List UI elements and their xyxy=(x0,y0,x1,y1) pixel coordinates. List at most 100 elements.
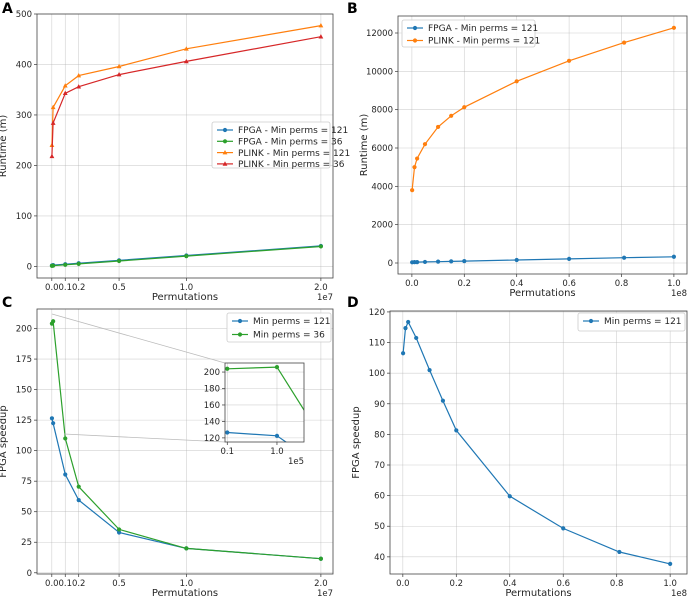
panel-c-inset-y-tick-label: 140 xyxy=(204,417,220,427)
panel-a: A 0.0 0.1 0.2 0.5 1.0 2.0 0 100 200 300 400 500 1e7 Pe… xyxy=(0,1,350,303)
panel-a-legend-label: PLINK - Min perms = 36 xyxy=(238,160,345,170)
panel-b-y-axis-label: Runtime (m) xyxy=(359,114,370,177)
panel-d-legend: Min perms = 121 xyxy=(577,312,686,332)
panel-a-legend-entry: PLINK - Min perms = 121 xyxy=(217,149,350,159)
panel-b-series-group xyxy=(410,25,676,265)
panel-b-legend-entry: FPGA - Min perms = 121 xyxy=(407,24,538,34)
panel-c-inset-data-point-1 xyxy=(274,365,280,370)
panel-b-data-point-0 xyxy=(462,258,467,264)
panel-b-data-point-1 xyxy=(566,58,572,63)
panel-a-data-point-2 xyxy=(76,72,82,78)
panel-a-y-tick-label: 0 xyxy=(27,262,32,272)
panel-c-inset-data-point-0 xyxy=(225,430,230,435)
panel-a-y-tick-label: 500 xyxy=(16,10,32,20)
panel-a-data-point-1 xyxy=(116,258,122,264)
panel-c-data-point-1 xyxy=(318,556,323,561)
panel-a-data-point-2 xyxy=(183,46,189,51)
panel-c-axes: 0.0 0.1 0.2 0.5 1.0 2.00255075100125150175200… xyxy=(16,308,334,597)
panel-a-legend-marker xyxy=(222,150,228,155)
panel-b-data-point-1 xyxy=(410,188,415,193)
panel-b-y-tick-label: 2000 xyxy=(371,221,393,231)
panel-d-data-point-0 xyxy=(617,549,622,555)
panel-b-axes-frame xyxy=(397,15,688,275)
panel-d-data-point-0 xyxy=(561,526,566,531)
panel-c-data-point-0 xyxy=(76,498,81,503)
panel-c-inset-connector xyxy=(51,313,226,364)
panel-a-legend-label: FPGA - Min perms = 36 xyxy=(238,138,343,148)
panel-c-inset-y-tick-label: 120 xyxy=(204,434,220,444)
panel-c-y-tick-label: 0 xyxy=(27,569,32,579)
panel-b-legend-marker xyxy=(412,25,418,31)
panel-c-data-point-0 xyxy=(63,472,68,477)
panel-d-data-point-0 xyxy=(406,319,411,325)
panel-c-inset-data-point-0 xyxy=(340,486,344,490)
panel-b-label: B xyxy=(347,1,358,17)
panel-a-legend-label: FPGA - Min perms = 121 xyxy=(238,126,348,136)
panel-c-inset-x-tick-label: 0.1 xyxy=(221,447,235,457)
panel-a-data-point-3 xyxy=(50,120,56,125)
panel-c-y-tick-label: 125 xyxy=(16,416,32,426)
panel-c-x-tick-label: 0.1 xyxy=(58,579,72,589)
panel-a-legend-label: PLINK - Min perms = 121 xyxy=(238,149,350,159)
panel-d-y-tick-label: 100 xyxy=(369,369,385,379)
panel-a-data-point-3 xyxy=(116,71,122,77)
panel-b-data-point-1 xyxy=(412,165,417,170)
panel-d-data-point-0 xyxy=(507,494,512,499)
panel-a-data-point-3 xyxy=(318,34,324,39)
panel-d-y-tick-label: 110 xyxy=(369,339,385,349)
panel-a-y-tick-label: 400 xyxy=(16,60,32,70)
panel-c-inset-data-point-1 xyxy=(359,505,363,509)
panel-b-x-tick-label: 0.2 xyxy=(458,279,472,289)
panel-d-y-tick-label: 50 xyxy=(374,522,385,532)
panel-b-legend: FPGA - Min perms = 121 PLINK - Min perms … xyxy=(401,19,540,48)
panel-c-x-tick-label: 0.0 xyxy=(45,579,59,589)
panel-b-data-point-0 xyxy=(622,255,627,260)
panel-d-data-point-0 xyxy=(427,367,432,373)
panel-d-legend-box xyxy=(577,312,686,332)
panel-b-legend-box xyxy=(401,19,536,48)
panel-d-x-tick-label: 0.6 xyxy=(556,579,570,589)
panel-a-data-point-1 xyxy=(76,261,81,266)
panel-d-data-point-0 xyxy=(400,351,406,356)
panel-c-inset-data-point-1 xyxy=(340,477,344,481)
panel-b-legend-label: PLINK - Min perms = 121 xyxy=(428,37,540,47)
panel-c-inset-y-tick-label: 200 xyxy=(204,368,220,378)
panel-c-inset-data-point-0 xyxy=(274,433,280,438)
panel-c-y-tick-label: 25 xyxy=(21,538,32,548)
panel-d-data-point-0 xyxy=(668,561,673,566)
panel-c-legend-marker xyxy=(237,332,243,337)
panel-d-y-tick-label: 40 xyxy=(374,553,385,563)
panel-c-inset-data-point-1 xyxy=(225,366,230,371)
panel-b-data-point-0 xyxy=(435,259,441,264)
panel-c-inset-data-point-0 xyxy=(359,507,363,511)
panel-c-data-point-1 xyxy=(184,546,189,551)
panel-d-legend-entry: Min perms = 121 xyxy=(583,317,682,327)
panel-b-y-tick-label: 12000 xyxy=(366,29,393,39)
panel-d-data-point-0 xyxy=(414,335,419,341)
panel-c-series-group xyxy=(49,319,323,561)
panel-a-data-point-3 xyxy=(49,153,55,159)
panel-d-y-tick-label: 80 xyxy=(374,430,385,440)
panel-a-data-point-1 xyxy=(184,254,189,259)
panel-a-axes-frame xyxy=(36,13,334,279)
panel-d-x-tick-label: 0.4 xyxy=(503,579,517,589)
panel-a-legend-marker xyxy=(222,161,228,166)
panel-d-legend-marker xyxy=(588,318,594,324)
panel-a-legend: FPGA - Min perms = 121 FPGA - Min perms =… xyxy=(211,121,350,170)
panel-b-x-tick-label: 0.4 xyxy=(510,279,524,289)
panel-a-legend-box xyxy=(211,121,331,169)
panel-b-x-tick-label: 0.6 xyxy=(562,279,576,289)
panel-d-data-point-0 xyxy=(403,326,408,331)
panel-a-data-point-1 xyxy=(63,262,68,267)
panel-d-x-axis-label: Permutations xyxy=(505,588,571,597)
panel-d-y-tick-label: 90 xyxy=(374,400,385,410)
panel-b-data-point-1 xyxy=(671,25,676,30)
panel-a-y-tick-label: 300 xyxy=(16,111,32,121)
panel-b-data-point-1 xyxy=(514,79,519,84)
panel-c-x-tick-label: 2.0 xyxy=(314,579,328,589)
panel-a-data-point-2 xyxy=(116,63,122,69)
panel-b-data-point-0 xyxy=(671,254,676,259)
panel-c-x-tick-label: 1.0 xyxy=(180,579,194,589)
panel-a-legend-marker xyxy=(222,139,228,144)
panel-a-data-point-3 xyxy=(62,90,68,96)
